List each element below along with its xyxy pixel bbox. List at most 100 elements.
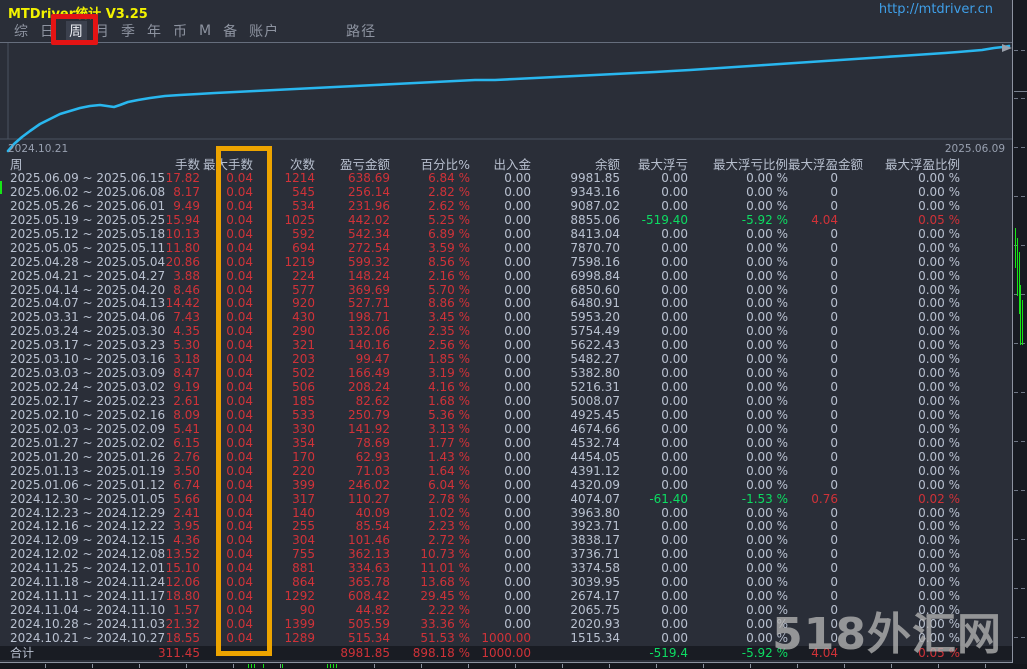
table-cell: 0.00	[661, 435, 688, 450]
table-row[interactable]: 2025.02.03 ~ 2025.02.09 5.41 0.04 330 141.92…	[0, 421, 1012, 437]
table-cell: 0	[830, 575, 838, 590]
time-axis-green-tick	[336, 664, 337, 668]
candlestick-bar	[1022, 300, 1023, 345]
underlying-chart-time-axis	[0, 664, 1027, 669]
table-row[interactable]: 2025.01.06 ~ 2025.01.12 6.74 0.04 399 246.02…	[0, 477, 1012, 493]
table-cell: 4925.45	[570, 407, 620, 422]
table-cell: 0.00 %	[746, 268, 788, 283]
table-cell: 2025.06.02 ~ 2025.06.08	[10, 184, 166, 199]
menu-item-M[interactable]: M	[199, 23, 213, 39]
table-row[interactable]: 2025.02.10 ~ 2025.02.16 8.09 0.04 533 250.79…	[0, 407, 1012, 423]
grid-dash	[1014, 539, 1018, 540]
table-cell: 0.00	[661, 394, 688, 408]
table-cell: 0	[830, 533, 838, 548]
table-cell: 11.80	[165, 240, 200, 255]
table-row[interactable]: 2025.04.07 ~ 2025.04.13 14.42 0.04 920 527.7…	[0, 296, 1012, 311]
table-cell: 203	[292, 352, 315, 367]
table-cell: 82.62	[355, 394, 390, 408]
table-row[interactable]: 2025.02.17 ~ 2025.02.23 2.61 0.04 185 82.62 1…	[0, 394, 1012, 409]
table-row[interactable]: 2025.06.09 ~ 2025.06.15 17.82 0.04 1214 638.…	[0, 171, 1012, 186]
table-cell: 354	[292, 435, 315, 450]
menu-item-币[interactable]: 币	[173, 24, 188, 40]
menu-item-季[interactable]: 季	[121, 24, 136, 40]
table-total-row[interactable]: 合计 311.45 8981.85 898.18 % 1000.00 -519.4 -5.9…	[0, 645, 1012, 660]
table-row[interactable]: 2024.11.25 ~ 2024.12.01 15.10 0.04 881 334.6…	[0, 561, 1012, 576]
table-row[interactable]: 2025.04.14 ~ 2025.04.20 8.46 0.04 577 369.69…	[0, 282, 1012, 298]
table-cell: 5382.80	[570, 366, 620, 381]
table-cell: 0.00 %	[918, 463, 960, 478]
table-cell: 0.04	[226, 268, 253, 283]
table-cell: 0	[830, 630, 838, 645]
table-row[interactable]: 2024.12.23 ~ 2024.12.29 2.41 0.04 140 40.09 1…	[0, 506, 1012, 521]
app-title: MTDriver统计 V3.25	[8, 7, 148, 22]
table-row[interactable]: 2025.01.13 ~ 2025.01.19 3.50 0.04 220 71.03 1…	[0, 463, 1012, 479]
table-cell: 99.47	[355, 352, 390, 367]
menu-item-周[interactable]: 周	[66, 21, 87, 41]
table-cell: 0	[830, 184, 838, 199]
table-row[interactable]: 2025.03.31 ~ 2025.04.06 7.43 0.04 430 198.71…	[0, 310, 1012, 325]
table-row[interactable]: 2025.02.24 ~ 2025.03.02 9.19 0.04 506 208.24…	[0, 380, 1012, 395]
table-cell: 0.04	[226, 421, 253, 436]
time-axis-tick	[797, 664, 798, 668]
table-cell: 0.00	[504, 533, 531, 548]
menu-item-日[interactable]: 日	[40, 24, 55, 40]
table-row[interactable]: 2025.03.17 ~ 2025.03.23 5.30 0.04 321 140.16…	[0, 338, 1012, 353]
website-link[interactable]: http://mtdriver.cn	[878, 2, 993, 17]
grid-dash	[1014, 294, 1018, 295]
table-cell: 5.30	[173, 338, 200, 353]
table-cell: 430	[292, 310, 315, 325]
table-row[interactable]: 2025.06.02 ~ 2025.06.08 8.17 0.04 545 256.14…	[0, 184, 1012, 200]
table-cell: 0.04	[226, 282, 253, 297]
left-edge-green-mark	[0, 181, 2, 194]
line-end-arrow-icon	[1002, 44, 1012, 52]
menu-item-年[interactable]: 年	[147, 24, 162, 40]
table-cell: -519.4	[649, 645, 688, 660]
table-row[interactable]: 2025.05.12 ~ 2025.05.18 10.13 0.04 592 542.3…	[0, 226, 1012, 242]
table-cell: 0.04	[226, 338, 253, 353]
table-row[interactable]: 2025.04.28 ~ 2025.05.04 20.86 0.04 1219 599.…	[0, 255, 1012, 270]
table-row[interactable]: 2024.11.11 ~ 2024.11.17 18.80 0.04 1292 608.…	[0, 589, 1012, 604]
table-row[interactable]: 2024.12.30 ~ 2025.01.05 5.66 0.04 317 110.27…	[0, 491, 1012, 507]
table-cell: 10.13	[165, 226, 200, 241]
table-row[interactable]: 2025.04.21 ~ 2025.04.27 3.88 0.04 224 148.24…	[0, 268, 1012, 284]
table-cell: 0.00 %	[918, 421, 960, 436]
table-row[interactable]: 2025.05.05 ~ 2025.05.11 11.80 0.04 694 272.5…	[0, 240, 1012, 256]
table-row[interactable]: 2024.11.04 ~ 2024.11.10 1.57 0.04 90 44.82 2.…	[0, 603, 1012, 618]
grid-dash	[1014, 147, 1018, 148]
menu-item-月[interactable]: 月	[95, 24, 110, 40]
table-cell: 0	[830, 477, 838, 492]
stats-table: 周 手数 最大手数 次数 盈亏金额 百分比% 出入金 余额 最大浮亏 最大浮亏比例 最大浮盈金额 最大…	[0, 157, 1012, 660]
table-cell: 0.00 %	[746, 184, 788, 199]
table-cell: 62.93	[355, 449, 390, 464]
menu-item-综[interactable]: 综	[14, 24, 29, 40]
menu-item-备[interactable]: 备	[223, 24, 239, 40]
table-cell: 0.00 %	[918, 575, 960, 590]
table-cell: 365.78	[348, 575, 390, 590]
table-row[interactable]: 2025.05.19 ~ 2025.05.25 15.94 0.04 1025 442.…	[0, 213, 1012, 228]
table-cell: 8.46	[173, 282, 200, 297]
table-cell: 0.00 %	[918, 380, 960, 395]
table-cell: 0.04	[226, 603, 253, 618]
table-cell: 317	[292, 491, 315, 506]
table-cell: 9981.85	[570, 171, 620, 185]
table-row[interactable]: 2025.05.26 ~ 2025.06.01 9.49 0.04 534 231.96…	[0, 199, 1012, 214]
table-cell: 12.06	[165, 575, 200, 590]
table-row[interactable]: 2024.12.02 ~ 2024.12.08 13.52 0.04 755 362.1…	[0, 547, 1012, 562]
menu-item-path[interactable]: 路径	[346, 24, 377, 40]
table-cell: 0.00	[661, 477, 688, 492]
table-cell: 6.74	[173, 477, 200, 492]
table-row[interactable]: 2025.01.27 ~ 2025.02.02 6.15 0.04 354 78.69 1…	[0, 435, 1012, 451]
table-cell: 4454.05	[570, 449, 620, 464]
menu-item-账户[interactable]: 账户	[249, 24, 280, 40]
table-cell: 0.00	[504, 338, 531, 353]
table-row[interactable]: 2025.03.03 ~ 2025.03.09 8.47 0.04 502 166.49…	[0, 366, 1012, 381]
table-row[interactable]: 2025.03.10 ~ 2025.03.16 3.18 0.04 203 99.47 1…	[0, 352, 1012, 367]
table-cell: 2024.11.18 ~ 2024.11.24	[10, 575, 166, 590]
table-row[interactable]: 2025.01.20 ~ 2025.01.26 2.76 0.04 170 62.93 1…	[0, 449, 1012, 465]
table-row[interactable]: 2024.10.21 ~ 2024.10.27 18.55 0.04 1289 515.…	[0, 630, 1012, 646]
table-row[interactable]: 2024.11.18 ~ 2024.11.24 12.06 0.04 864 365.7…	[0, 575, 1012, 590]
table-row[interactable]: 2024.12.16 ~ 2024.12.22 3.95 0.04 255 85.54 2…	[0, 519, 1012, 534]
table-row[interactable]: 2024.10.28 ~ 2024.11.03 21.32 0.04 1399 505.…	[0, 617, 1012, 632]
table-row[interactable]: 2024.12.09 ~ 2024.12.15 4.36 0.04 304 101.46…	[0, 533, 1012, 548]
table-row[interactable]: 2025.03.24 ~ 2025.03.30 4.35 0.04 290 132.06…	[0, 324, 1012, 339]
